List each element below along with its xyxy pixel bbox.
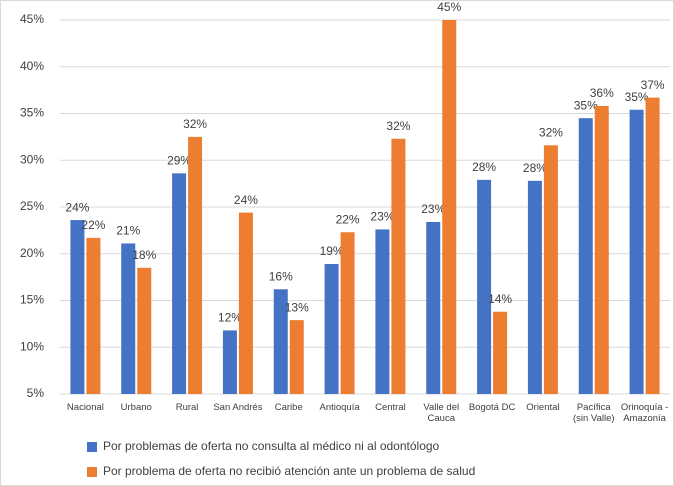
data-label: 24%: [234, 193, 258, 207]
data-label: 36%: [590, 86, 614, 100]
bar: [527, 180, 542, 394]
bar: [426, 221, 441, 394]
y-tick-label: 10%: [20, 339, 44, 353]
y-tick-label: 25%: [20, 199, 44, 213]
bar: [273, 289, 288, 394]
bar: [238, 212, 253, 394]
x-tick-label: Central: [375, 402, 406, 413]
x-tick-label: Orinoquía - Amazonía: [620, 402, 669, 424]
x-tick-label: San Andrés: [213, 402, 263, 413]
bar: [375, 229, 390, 394]
x-tick-label: Antioquía: [319, 402, 360, 413]
y-tick-label: 45%: [20, 12, 44, 26]
data-label: 24%: [65, 200, 89, 214]
y-tick-label: 30%: [20, 152, 44, 166]
x-tick-label: Urbano: [120, 402, 152, 413]
data-label: 13%: [285, 300, 309, 314]
bar: [121, 243, 136, 394]
y-tick-label: 5%: [27, 386, 45, 400]
data-label: 32%: [183, 117, 207, 131]
x-tick-label: Oriental: [526, 402, 560, 413]
data-label: 32%: [386, 119, 410, 133]
bar: [289, 320, 304, 394]
bar: [578, 118, 593, 395]
data-label: 29%: [167, 154, 191, 168]
data-label: 21%: [116, 224, 140, 238]
x-tick-label: Rural: [175, 402, 199, 413]
data-label: 14%: [488, 292, 512, 306]
y-tick-label: 15%: [20, 293, 44, 307]
bar: [645, 97, 660, 394]
data-label: 37%: [641, 78, 665, 92]
bar: [137, 267, 152, 394]
data-label: 16%: [269, 269, 293, 283]
data-label: 28%: [472, 160, 496, 174]
bar: [493, 311, 508, 394]
legend-label: Por problema de oferta no recibió atenci…: [103, 464, 475, 478]
data-label: 23%: [421, 202, 445, 216]
x-tick-label: Nacional: [66, 402, 104, 413]
bar: [324, 264, 339, 394]
legend-swatch: [87, 467, 97, 477]
y-tick-label: 40%: [20, 59, 44, 73]
data-label: 35%: [574, 98, 598, 112]
data-label: 45%: [437, 0, 461, 14]
legend-label: Por problemas de oferta no consulta al m…: [103, 439, 440, 453]
y-tick-label: 20%: [20, 246, 44, 260]
bar: [442, 20, 457, 394]
data-label: 32%: [539, 125, 563, 139]
x-tick-label: Valle del Cauca: [423, 402, 460, 424]
x-tick-label: Pacífica (sin Valle): [572, 402, 615, 424]
bar: [391, 138, 406, 394]
bar: [188, 136, 203, 394]
data-label: 35%: [625, 90, 649, 104]
x-tick-label: Bogotá DC: [468, 402, 516, 413]
bar: [594, 106, 609, 395]
bar: [477, 179, 492, 394]
legend-swatch: [87, 442, 97, 452]
y-tick-label: 35%: [20, 106, 44, 120]
data-label: 23%: [370, 210, 394, 224]
data-label: 22%: [81, 218, 105, 232]
bar: [629, 109, 644, 394]
bar: [222, 330, 237, 394]
bar: [70, 220, 85, 394]
data-label: 18%: [132, 248, 156, 262]
bar: [543, 145, 558, 394]
bar: [86, 237, 101, 394]
bar: [172, 173, 187, 394]
data-label: 28%: [523, 161, 547, 175]
data-label: 12%: [218, 311, 242, 325]
bar: [340, 232, 355, 394]
data-label: 22%: [336, 212, 360, 226]
x-tick-label: Caribe: [274, 402, 303, 413]
data-label: 19%: [320, 244, 344, 258]
